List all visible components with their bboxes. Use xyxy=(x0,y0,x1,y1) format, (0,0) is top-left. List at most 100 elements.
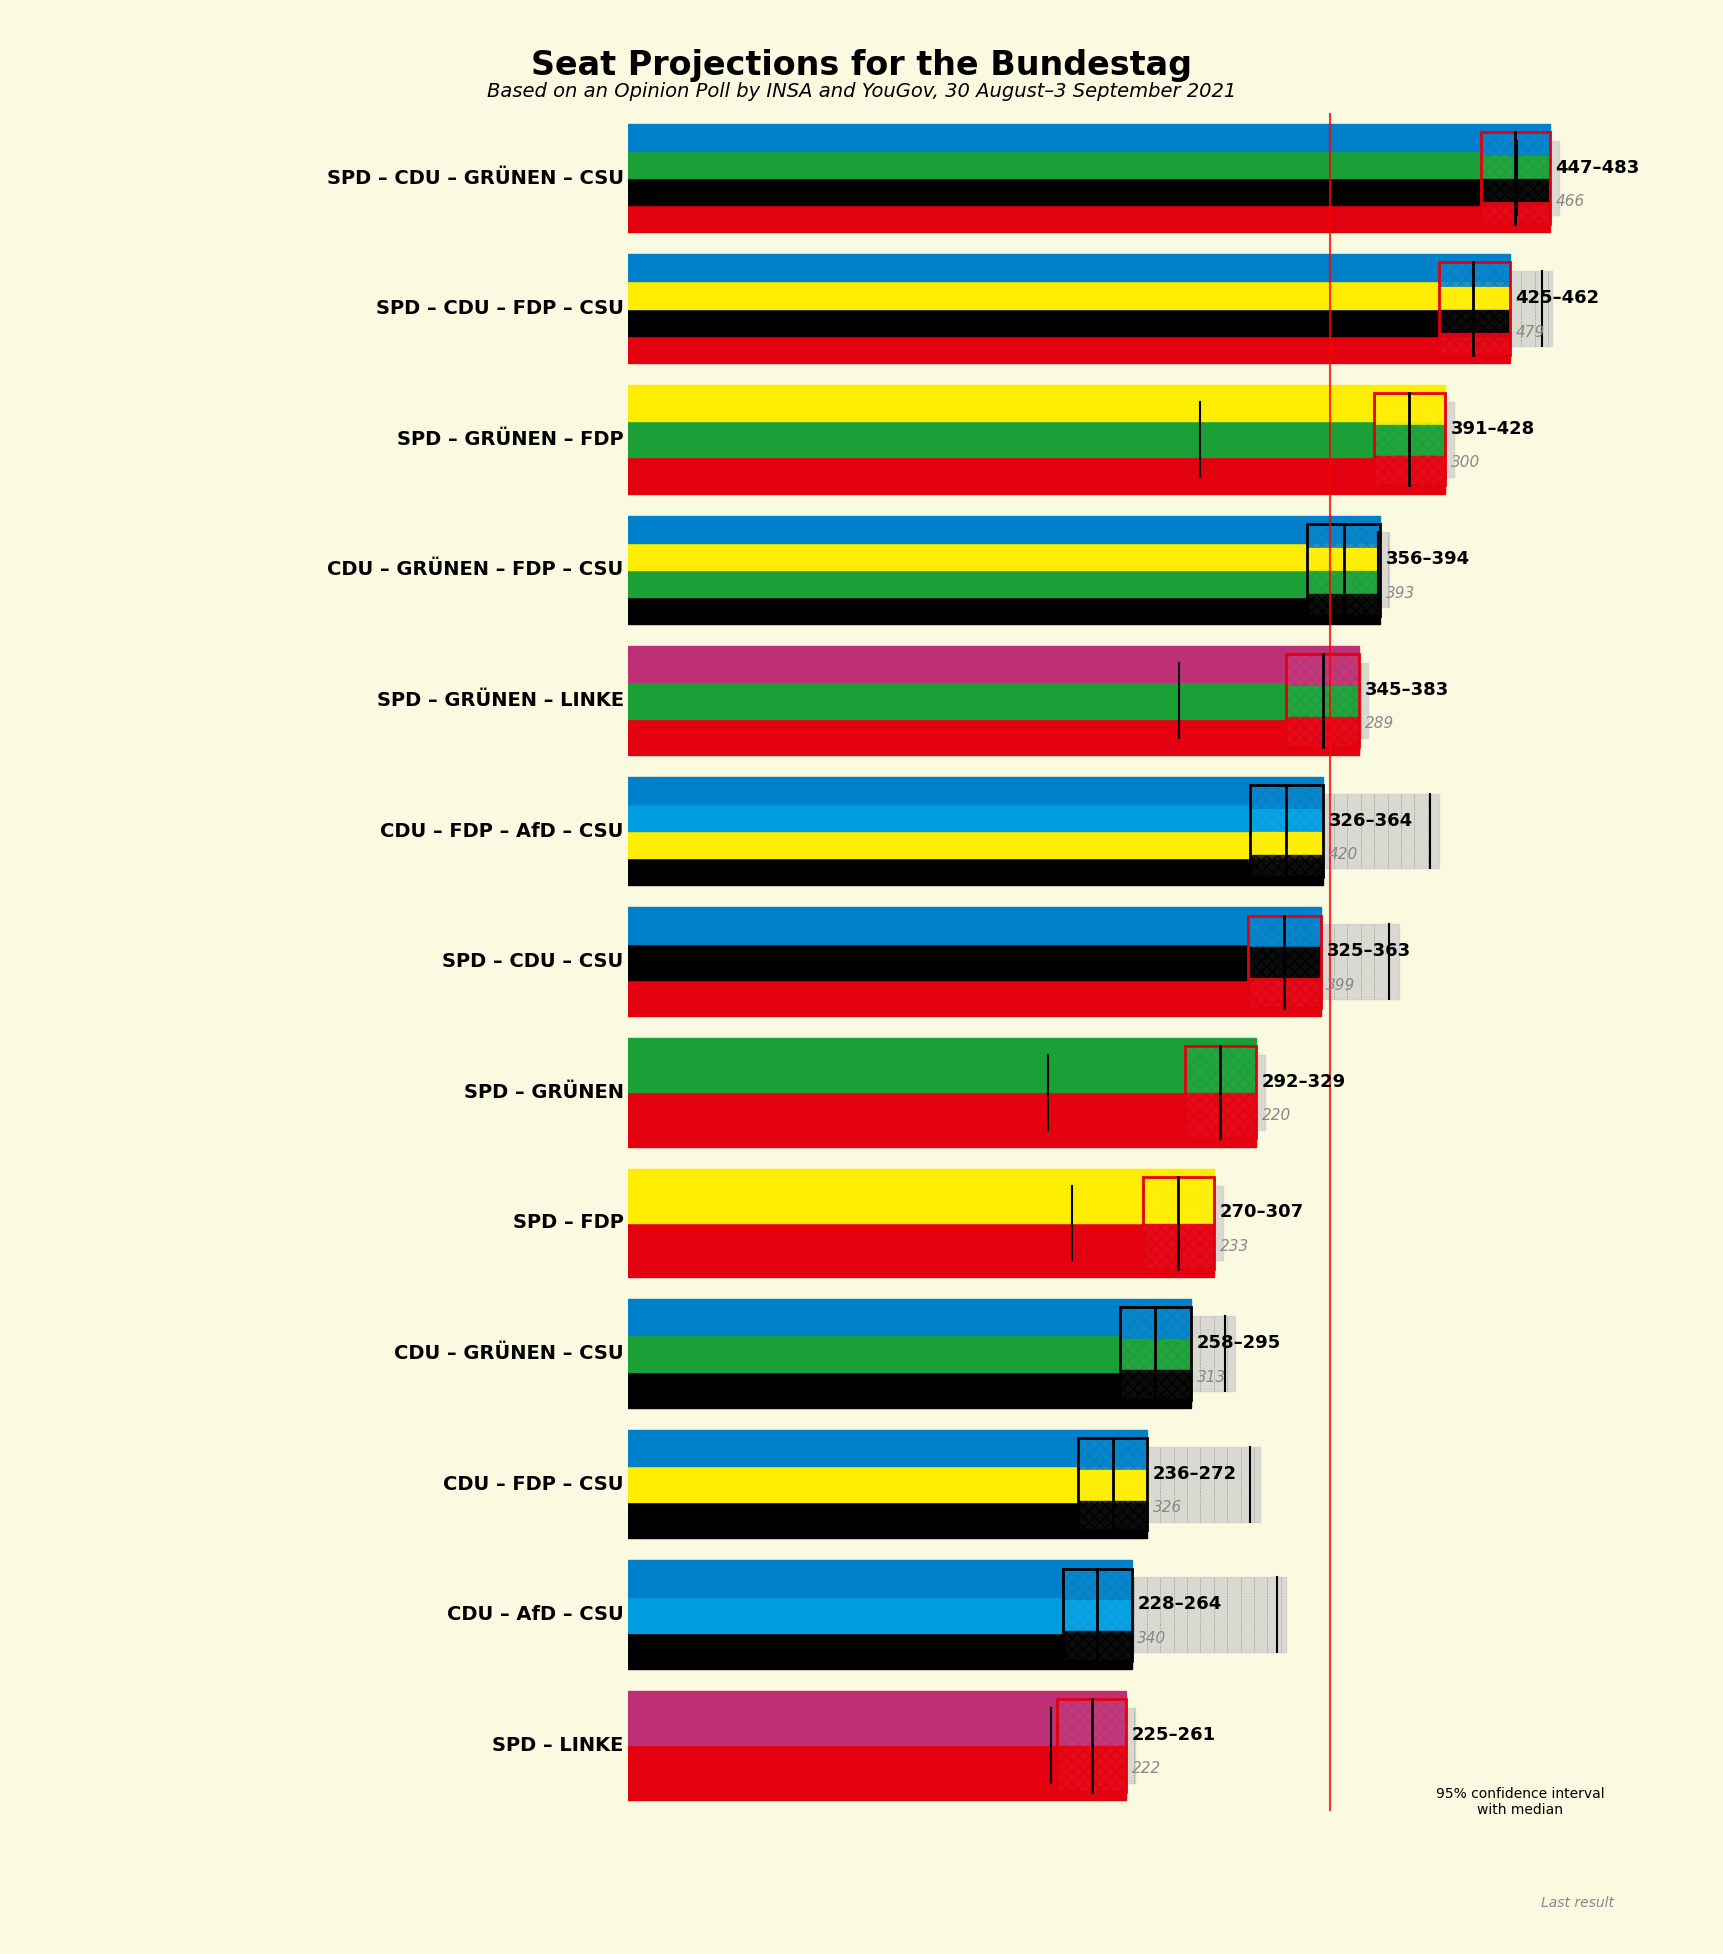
Bar xyxy=(627,1186,1223,1260)
Bar xyxy=(627,516,1378,543)
Bar xyxy=(1184,1045,1254,1139)
Text: 447–483: 447–483 xyxy=(1554,158,1639,176)
Text: SPD – CDU – CSU: SPD – CDU – CSU xyxy=(443,952,624,971)
Bar xyxy=(1056,1700,1125,1792)
Bar xyxy=(627,778,1322,803)
Bar xyxy=(627,1055,1265,1129)
Bar xyxy=(1480,201,1549,225)
Bar xyxy=(1552,1850,1601,1890)
Bar xyxy=(627,682,1358,719)
Bar xyxy=(1373,393,1444,424)
Bar xyxy=(1285,686,1358,715)
Bar xyxy=(1249,830,1322,854)
Text: CDU – FDP – CSU: CDU – FDP – CSU xyxy=(443,1475,624,1493)
Text: 270–307: 270–307 xyxy=(1218,1204,1303,1221)
Text: 345–383: 345–383 xyxy=(1365,682,1447,700)
Bar xyxy=(627,281,1509,309)
Bar xyxy=(1063,1600,1130,1630)
Text: SPD – GRÜNEN – LINKE: SPD – GRÜNEN – LINKE xyxy=(376,692,624,709)
Text: 466: 466 xyxy=(1554,193,1583,209)
Text: 325–363: 325–363 xyxy=(1325,942,1409,959)
Bar xyxy=(1120,1307,1191,1338)
Bar xyxy=(627,1372,1191,1409)
Bar xyxy=(627,858,1322,885)
Bar xyxy=(1306,547,1378,571)
Bar xyxy=(1306,571,1378,592)
Text: 340: 340 xyxy=(1137,1632,1166,1645)
Bar xyxy=(627,1092,1254,1147)
Bar xyxy=(627,1466,1146,1503)
Bar xyxy=(627,178,1549,205)
Text: 420: 420 xyxy=(1328,848,1356,862)
Text: Seat Projections for the Bundestag: Seat Projections for the Bundestag xyxy=(531,49,1192,82)
Bar xyxy=(627,1503,1146,1538)
Bar xyxy=(627,1430,1146,1466)
Bar xyxy=(1439,309,1509,332)
Bar xyxy=(627,422,1444,457)
Bar xyxy=(627,150,1549,178)
Bar xyxy=(627,1317,1234,1391)
Bar xyxy=(1439,262,1509,356)
Bar xyxy=(1496,1823,1520,1890)
Text: 391–428: 391–428 xyxy=(1449,420,1533,438)
Bar xyxy=(1306,524,1378,616)
Bar xyxy=(1520,1823,1544,1890)
Text: Based on an Opinion Poll by INSA and YouGov, 30 August–3 September 2021: Based on an Opinion Poll by INSA and You… xyxy=(488,82,1235,102)
Bar xyxy=(627,830,1322,858)
Bar xyxy=(1142,1176,1213,1223)
Text: SPD – CDU – GRÜNEN – CSU: SPD – CDU – GRÜNEN – CSU xyxy=(327,168,624,188)
Bar xyxy=(1247,977,1320,1008)
Bar xyxy=(627,1708,1135,1782)
Bar xyxy=(627,141,1559,215)
Bar xyxy=(627,309,1509,336)
Bar xyxy=(1306,592,1378,616)
Bar xyxy=(627,944,1320,979)
Bar xyxy=(1184,1045,1254,1092)
Bar xyxy=(1480,131,1549,154)
Bar xyxy=(627,1577,1285,1653)
Bar xyxy=(1285,715,1358,746)
Text: 326: 326 xyxy=(1153,1501,1182,1514)
Bar xyxy=(1056,1700,1125,1792)
Bar xyxy=(627,1335,1191,1372)
Text: 399: 399 xyxy=(1325,977,1354,993)
Bar xyxy=(627,533,1389,608)
Bar xyxy=(1142,1223,1213,1268)
Bar xyxy=(627,1634,1130,1669)
Text: 236–272: 236–272 xyxy=(1153,1466,1235,1483)
Text: SPD – CDU – FDP – CSU: SPD – CDU – FDP – CSU xyxy=(376,299,624,319)
Text: CDU – GRÜNEN – FDP – CSU: CDU – GRÜNEN – FDP – CSU xyxy=(327,561,624,578)
Bar xyxy=(1077,1499,1146,1530)
Bar xyxy=(1373,393,1444,485)
Bar xyxy=(1077,1438,1146,1530)
Bar xyxy=(1480,154,1549,178)
Bar xyxy=(627,254,1509,281)
Bar xyxy=(627,1561,1130,1596)
Text: SPD – LINKE: SPD – LINKE xyxy=(493,1735,624,1755)
Bar xyxy=(1373,424,1444,455)
Bar xyxy=(627,662,1368,739)
Bar xyxy=(1184,1092,1254,1139)
Bar xyxy=(627,385,1444,422)
Bar xyxy=(627,336,1509,363)
Bar xyxy=(1247,916,1320,1008)
Bar xyxy=(627,1690,1125,1745)
Text: 292–329: 292–329 xyxy=(1261,1073,1346,1090)
Bar xyxy=(1285,655,1358,746)
Bar xyxy=(627,1446,1260,1522)
Bar xyxy=(1249,786,1322,877)
Text: 233: 233 xyxy=(1218,1239,1247,1254)
Bar xyxy=(627,272,1551,346)
Bar xyxy=(627,803,1322,830)
Bar xyxy=(1373,393,1444,485)
Bar xyxy=(627,457,1444,494)
Bar xyxy=(1439,262,1509,356)
Bar xyxy=(627,571,1378,598)
Text: CDU – GRÜNEN – CSU: CDU – GRÜNEN – CSU xyxy=(395,1344,624,1364)
Bar xyxy=(1063,1569,1130,1600)
Bar xyxy=(1120,1338,1191,1370)
Bar xyxy=(1063,1569,1130,1661)
Bar xyxy=(1373,455,1444,485)
Bar xyxy=(627,924,1397,998)
Bar xyxy=(1306,524,1378,547)
